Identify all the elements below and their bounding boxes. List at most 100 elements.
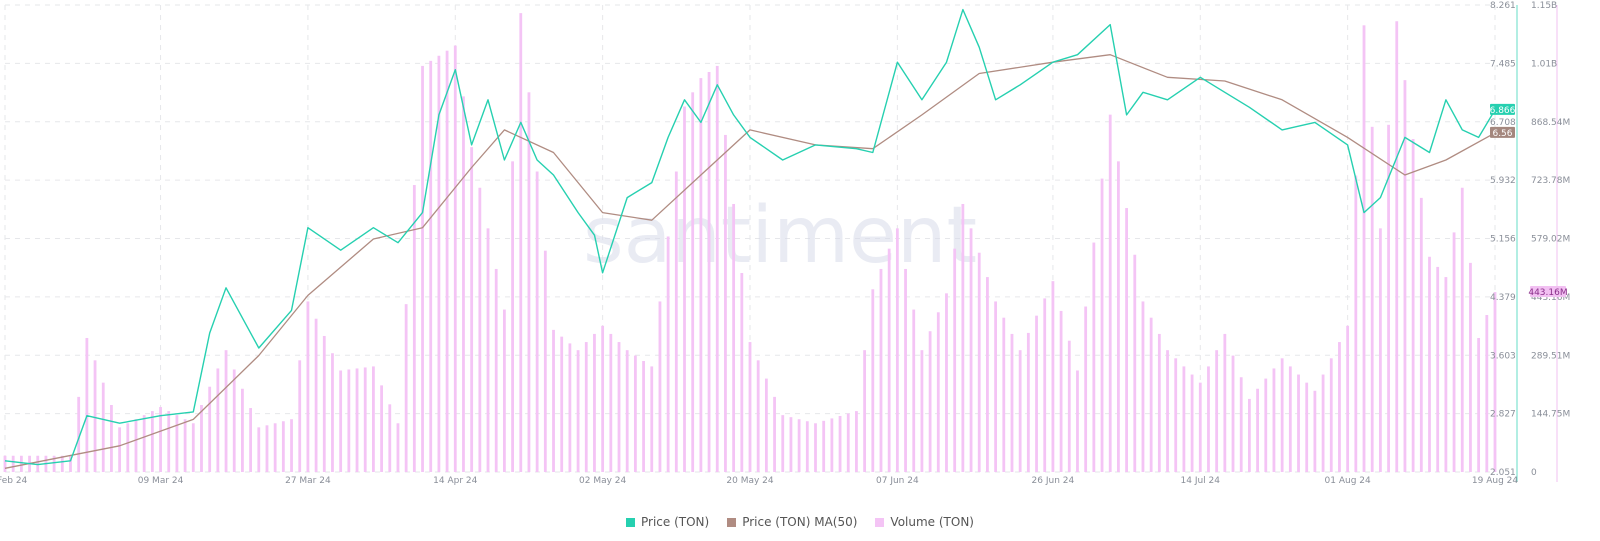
volume-bar <box>1247 398 1251 472</box>
volume-bar <box>110 404 113 472</box>
volume-bar <box>404 304 408 472</box>
volume-bar <box>249 408 253 472</box>
volume-tick-label: 1.01B <box>1531 59 1557 69</box>
volume-bar <box>740 273 744 472</box>
volume-bar <box>527 92 531 473</box>
volume-bar <box>568 343 572 472</box>
volume-bar <box>945 293 948 472</box>
x-tick-label: 27 Mar 24 <box>285 476 331 486</box>
volume-bar <box>1125 208 1128 473</box>
volume-bar <box>126 423 130 472</box>
volume-bar <box>1239 377 1243 472</box>
volume-bar <box>1280 358 1284 472</box>
volume-bar <box>576 350 580 472</box>
volume-bar <box>1174 358 1178 472</box>
volume-bar <box>1157 333 1161 472</box>
volume-bar <box>1043 298 1047 472</box>
x-tick-label: 20 May 24 <box>726 476 774 486</box>
volume-tick-label: 443.16M <box>1531 293 1570 303</box>
volume-tick-label: 1.15B <box>1531 1 1557 11</box>
volume-bar <box>167 411 171 472</box>
ma-line <box>4 54 1496 469</box>
volume-tick-label: 0 <box>1531 468 1537 478</box>
legend-item-ma[interactable]: Price (TON) MA(50) <box>727 515 857 529</box>
legend-item-volume[interactable]: Volume (TON) <box>875 515 974 529</box>
volume-bar <box>920 350 924 472</box>
volume-bar <box>748 342 752 472</box>
volume-bar <box>1215 350 1219 472</box>
volume-bar <box>224 350 228 472</box>
volume-bar <box>1067 340 1071 472</box>
volume-bar <box>863 350 867 472</box>
current-ma-tag: 6.56 <box>1492 129 1512 139</box>
volume-bar <box>306 301 310 472</box>
volume-bar <box>208 386 212 472</box>
price-tick-label: 7.485 <box>1490 59 1516 69</box>
volume-bar <box>773 396 776 472</box>
volume-bar <box>633 355 637 472</box>
volume-bar <box>1305 382 1309 472</box>
volume-bar <box>805 421 809 472</box>
volume-bar <box>1395 21 1399 473</box>
volume-bar <box>674 171 678 472</box>
volume-bar <box>1223 333 1227 472</box>
volume-bar <box>666 236 670 472</box>
volume-bar <box>887 248 891 472</box>
volume-bar <box>1272 368 1276 472</box>
volume-bar <box>1411 139 1415 472</box>
volume-bar <box>1321 374 1325 472</box>
volume-bar <box>290 419 293 472</box>
volume-bar <box>895 228 899 472</box>
volume-bar <box>650 366 654 472</box>
volume-bar <box>1117 161 1120 472</box>
x-tick-label: 14 Jul 24 <box>1181 476 1221 486</box>
volume-bar <box>1100 178 1104 472</box>
volume-bar <box>986 277 989 472</box>
volume-bar <box>429 60 433 473</box>
volume-bar <box>1084 306 1088 472</box>
volume-bar <box>617 342 621 472</box>
volume-bar <box>453 45 457 472</box>
x-tick-label: 14 Apr 24 <box>433 476 477 486</box>
volume-bar <box>85 337 89 472</box>
volume-bar <box>52 455 56 472</box>
volume-bar <box>1444 277 1448 472</box>
legend-label-price: Price (TON) <box>641 515 710 529</box>
volume-bar <box>625 350 629 472</box>
volume-bar <box>11 455 15 472</box>
volume-bar <box>412 185 416 472</box>
volume-bar <box>396 423 400 472</box>
volume-bar <box>470 147 474 472</box>
volume-bar <box>756 360 760 472</box>
volume-bar <box>1452 232 1456 472</box>
volume-bar <box>1338 342 1341 472</box>
volume-bar <box>69 455 72 472</box>
volume-bar <box>437 55 441 473</box>
volume-bar <box>855 411 858 472</box>
volume-bar <box>535 171 539 472</box>
volume-bar <box>658 301 662 472</box>
volume-bar <box>1002 317 1006 472</box>
volume-bar <box>1485 315 1489 472</box>
volume-bar <box>994 301 998 472</box>
volume-bar <box>609 333 613 472</box>
legend-item-price[interactable]: Price (TON) <box>626 515 709 529</box>
volume-bar <box>1387 124 1390 472</box>
volume-bar <box>1370 126 1374 473</box>
legend: Price (TON) Price (TON) MA(50) Volume (T… <box>0 512 1600 532</box>
volume-bar <box>380 385 383 472</box>
volume-bar <box>560 336 564 472</box>
volume-bar <box>478 187 482 472</box>
volume-bar <box>118 427 122 472</box>
volume-bar <box>1378 228 1382 472</box>
volume-bar <box>584 342 588 472</box>
volume-bar <box>1149 317 1153 472</box>
volume-tick-label: 144.75M <box>1531 410 1570 420</box>
volume-bar <box>543 250 547 472</box>
volume-bar <box>191 423 195 472</box>
volume-bar <box>683 106 686 473</box>
volume-bar <box>781 415 785 472</box>
volume-bar <box>1436 266 1440 472</box>
volume-bar <box>846 413 850 472</box>
volume-bar <box>1264 378 1268 472</box>
